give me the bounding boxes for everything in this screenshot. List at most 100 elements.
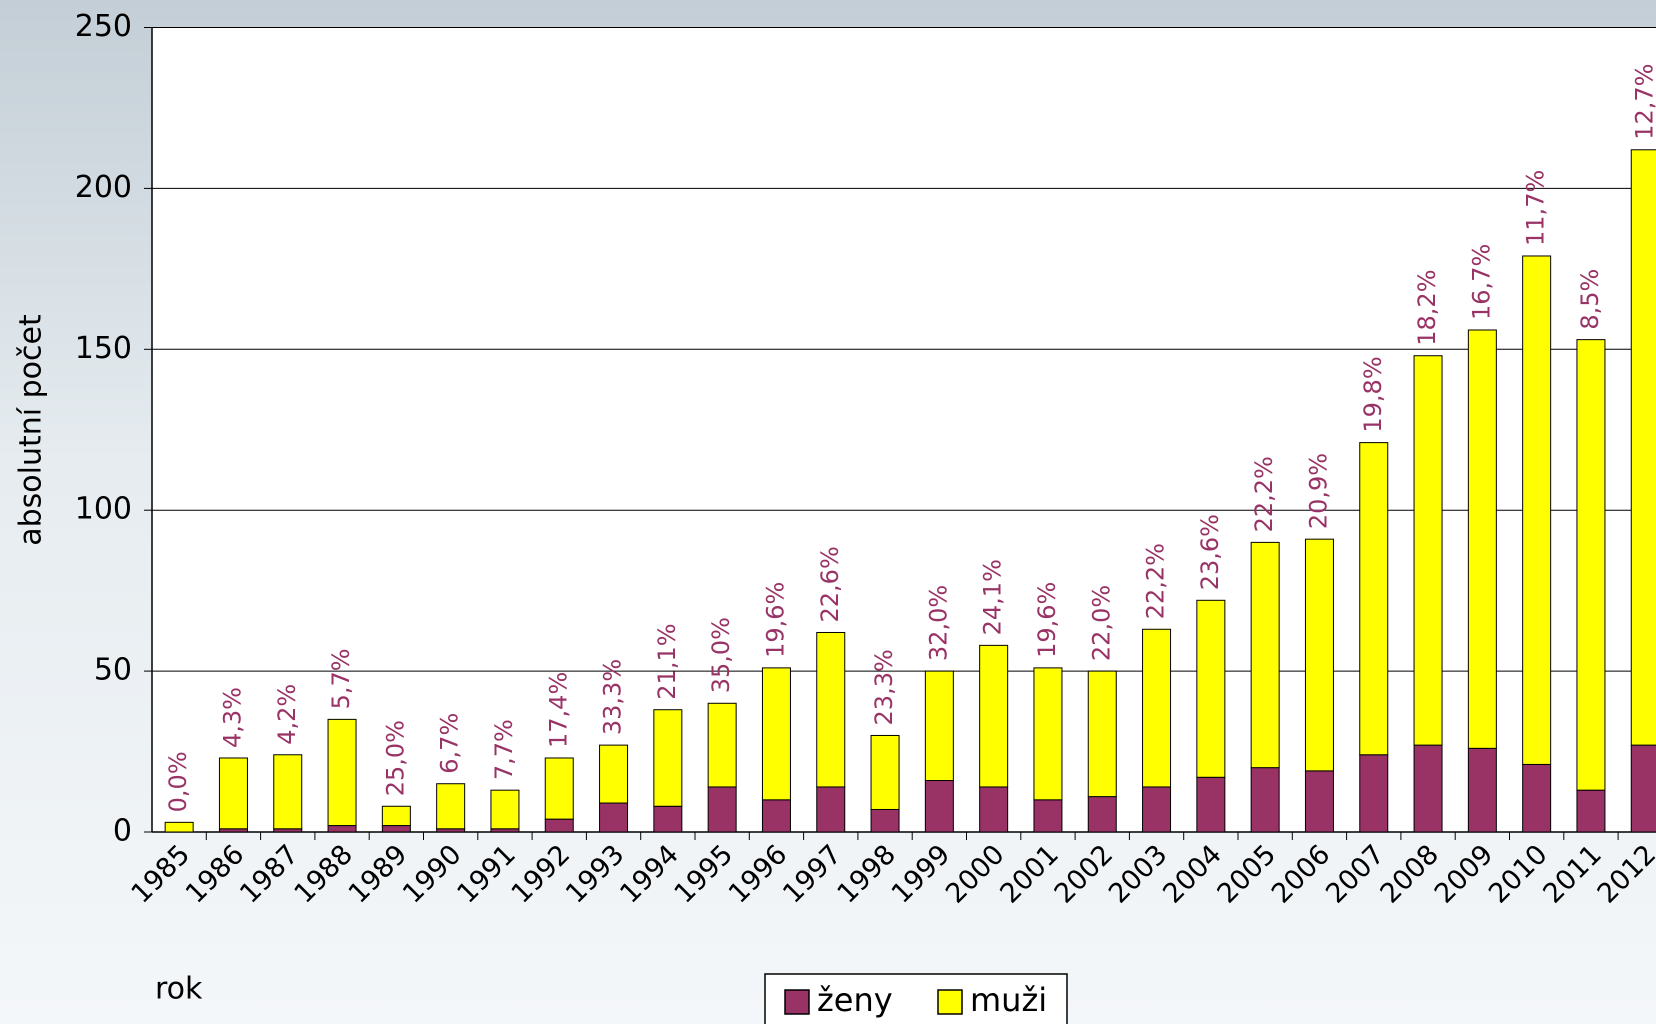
bar-label: 17,4%	[544, 672, 572, 748]
bar-segment	[1196, 599, 1226, 778]
bar-segment	[381, 805, 411, 827]
bar-label: 16,7%	[1467, 244, 1495, 320]
x-tick-label: 1995	[669, 839, 740, 910]
bar-label: 5,7%	[327, 648, 355, 709]
bar-segment	[1142, 786, 1172, 833]
x-tick-label: 2009	[1429, 839, 1500, 910]
bar-label: 18,2%	[1413, 269, 1441, 345]
bar-label: 25,0%	[381, 720, 409, 796]
bar-segment	[1467, 747, 1497, 833]
bar-segment	[1033, 799, 1063, 833]
bar-segment	[979, 786, 1009, 833]
bar-segment	[1467, 329, 1497, 749]
legend: ženy muži	[764, 973, 1068, 1024]
bar-segment	[164, 821, 194, 833]
bar-label: 8,5%	[1576, 269, 1604, 330]
bar-segment	[1304, 770, 1334, 833]
y-tick-label: 150	[75, 331, 132, 366]
x-tick-label: 2001	[994, 839, 1065, 910]
x-tick-label: 1991	[451, 839, 522, 910]
x-tick-label: 2012	[1592, 839, 1656, 910]
bar-segment	[1576, 789, 1606, 833]
x-tick-label: 2006	[1266, 839, 1337, 910]
bar-label: 21,1%	[653, 623, 681, 699]
bar-label: 22,2%	[1250, 456, 1278, 532]
legend-box	[764, 973, 1068, 1024]
y-tick-label: 0	[113, 814, 132, 849]
bar-segment	[1142, 628, 1172, 788]
y-axis-label: absolutní počet	[14, 314, 49, 546]
bar-segment	[707, 786, 737, 833]
bar-segment	[1630, 744, 1656, 833]
bar-segment	[599, 802, 629, 833]
bar-segment	[327, 825, 357, 833]
x-tick-label: 1997	[777, 839, 848, 910]
x-tick-label: 2007	[1320, 839, 1391, 910]
legend-swatch	[784, 989, 810, 1015]
x-tick-label: 1986	[180, 839, 251, 910]
bar-segment	[816, 631, 846, 788]
bar-segment	[816, 786, 846, 833]
bar-segment	[1630, 149, 1656, 746]
x-tick-label: 1999	[886, 839, 957, 910]
bar-segment	[544, 818, 574, 833]
bar-segment	[870, 734, 900, 810]
bar-segment	[653, 805, 683, 833]
y-tick-label: 250	[75, 9, 132, 44]
bar-segment	[1196, 776, 1226, 833]
y-tick-label: 50	[94, 653, 132, 688]
legend-label: muži	[970, 981, 1047, 1019]
bar-segment	[1522, 763, 1552, 833]
bar-label: 22,2%	[1142, 543, 1170, 619]
bar-label: 12,7%	[1630, 64, 1656, 140]
bar-segment	[490, 789, 520, 830]
y-tick-label: 200	[75, 170, 132, 205]
bar-segment	[707, 702, 737, 788]
bar-segment	[1576, 339, 1606, 791]
bar-label: 0,0%	[164, 751, 192, 812]
bar-segment	[979, 644, 1009, 788]
bar-segment	[381, 825, 411, 833]
bar-segment	[1522, 255, 1552, 765]
bar-segment	[653, 709, 683, 807]
bar-label: 22,6%	[816, 546, 844, 622]
x-tick-label: 2008	[1374, 839, 1445, 910]
bar-label: 4,2%	[273, 684, 301, 745]
x-tick-label: 1992	[506, 839, 577, 910]
x-tick-label: 1990	[397, 839, 468, 910]
bar-label: 23,6%	[1196, 514, 1224, 590]
bar-segment	[327, 718, 357, 827]
legend-swatch	[937, 989, 963, 1015]
bar-label: 6,7%	[436, 713, 464, 774]
bar-segment	[924, 780, 954, 833]
bar-segment	[924, 670, 954, 782]
bar-label: 32,0%	[924, 585, 952, 661]
bar-segment	[1033, 667, 1063, 801]
x-tick-label: 2003	[1103, 839, 1174, 910]
x-tick-label: 1993	[560, 839, 631, 910]
bar-segment	[761, 667, 791, 801]
bar-segment	[1359, 754, 1389, 833]
plot-area	[152, 27, 1656, 832]
bar-segment	[1413, 744, 1443, 833]
bar-segment	[544, 757, 574, 820]
x-tick-label: 2000	[940, 839, 1011, 910]
bar-segment	[273, 754, 303, 830]
x-tick-label: 1985	[126, 839, 197, 910]
bar-label: 4,3%	[218, 687, 246, 748]
x-tick-label: 1989	[343, 839, 414, 910]
bar-segment	[436, 783, 466, 830]
bar-segment	[1087, 796, 1117, 833]
bar-segment	[1304, 538, 1334, 772]
bar-segment	[1250, 541, 1280, 769]
bar-segment	[1413, 355, 1443, 746]
x-tick-label: 2011	[1537, 839, 1608, 910]
bar-label: 20,9%	[1304, 453, 1332, 529]
bar-label: 19,6%	[761, 582, 789, 658]
x-tick-label: 1988	[288, 839, 359, 910]
x-axis-label: rok	[155, 972, 203, 1007]
bar-segment	[1359, 442, 1389, 756]
x-tick-label: 2010	[1483, 839, 1554, 910]
legend-label: ženy	[817, 981, 893, 1019]
